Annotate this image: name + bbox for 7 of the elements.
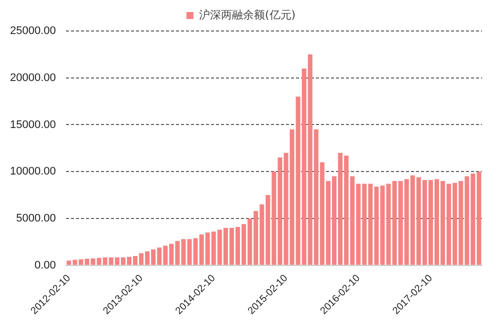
legend-label: 沪深两融余额(亿元) (198, 8, 296, 22)
y-tick-label: 5000.00 (16, 212, 56, 225)
y-tick-label: 10000.00 (10, 166, 56, 178)
y-tick-label: 20000.00 (10, 72, 56, 84)
y-tick-label: 25000.00 (10, 25, 56, 38)
y-tick-label: 0.00 (34, 259, 56, 272)
y-tick-label: 15000.00 (10, 118, 56, 131)
